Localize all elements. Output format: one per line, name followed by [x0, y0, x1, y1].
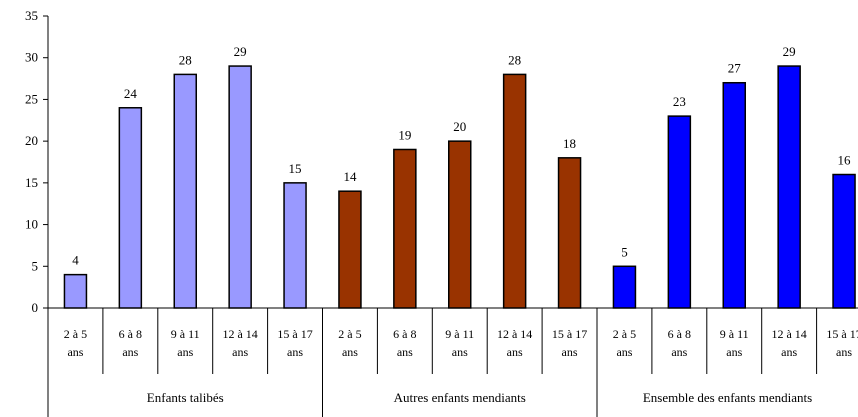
- category-label-line2: ans: [616, 345, 632, 359]
- y-tick-label: 0: [32, 300, 39, 315]
- bar-2-5: [557, 157, 582, 309]
- data-label: 29: [783, 44, 796, 59]
- category-label-line2: ans: [836, 345, 852, 359]
- category-label-line1: 12 à 14: [222, 327, 257, 341]
- category-label-line1: 6 à 8: [119, 327, 142, 341]
- bar-3-1: [612, 265, 637, 309]
- category-label-line1: 15 à 17: [277, 327, 312, 341]
- bar-3-5: [832, 173, 856, 309]
- bar-3-2: [667, 115, 692, 309]
- data-label: 16: [838, 153, 852, 168]
- bar-1-2: [118, 107, 143, 309]
- data-label: 24: [124, 86, 138, 101]
- bars: 4 24 28 29 15 14 19 20 28 18 5 23 27 29 16: [63, 44, 856, 309]
- data-label: 14: [343, 169, 357, 184]
- bar-2-1: [338, 190, 362, 309]
- category-label-line2: ans: [232, 345, 248, 359]
- group-label: Autres enfants mendiants: [394, 390, 526, 405]
- category-label-line1: 12 à 14: [497, 327, 532, 341]
- y-tick-label: 20: [25, 133, 38, 148]
- bar-2-4: [502, 73, 527, 309]
- category-label-line1: 9 à 11: [171, 327, 200, 341]
- bar-3-4: [777, 65, 801, 309]
- category-label-line2: ans: [397, 345, 413, 359]
- y-axis: 0 5 10 15 20 25 30 35: [25, 8, 49, 315]
- y-tick-label: 15: [25, 175, 38, 190]
- data-label: 28: [508, 52, 521, 67]
- data-label: 19: [398, 127, 411, 142]
- bar-1-1: [63, 273, 88, 309]
- category-label-line2: ans: [562, 345, 578, 359]
- category-label-line2: ans: [452, 345, 468, 359]
- y-tick-label: 5: [32, 258, 39, 273]
- group-label: Enfants talibés: [147, 390, 224, 405]
- category-label-line1: 6 à 8: [393, 327, 416, 341]
- category-label-line1: 9 à 11: [445, 327, 474, 341]
- category-label-line2: ans: [507, 345, 523, 359]
- data-label: 29: [234, 44, 247, 59]
- category-label-line1: 2 à 5: [338, 327, 361, 341]
- category-label-line1: 6 à 8: [668, 327, 691, 341]
- data-label: 23: [673, 94, 686, 109]
- data-label: 28: [179, 52, 192, 67]
- group-label: Ensemble des enfants mendiants: [643, 390, 812, 405]
- category-label-line2: ans: [177, 345, 193, 359]
- category-label-line1: 9 à 11: [720, 327, 749, 341]
- category-label-line1: 2 à 5: [64, 327, 87, 341]
- data-label: 4: [72, 253, 79, 268]
- category-label-line1: 12 à 14: [771, 327, 806, 341]
- category-label-line2: ans: [342, 345, 358, 359]
- category-label-line2: ans: [781, 345, 797, 359]
- bar-2-3: [448, 140, 472, 309]
- data-label: 18: [563, 136, 576, 151]
- bar-3-3: [722, 81, 746, 309]
- y-tick-label: 30: [25, 50, 38, 65]
- category-label-line1: 15 à 17: [826, 327, 858, 341]
- category-label-line2: ans: [287, 345, 303, 359]
- category-label-line2: ans: [726, 345, 742, 359]
- category-label-line2: ans: [122, 345, 138, 359]
- category-label-line1: 2 à 5: [613, 327, 636, 341]
- bar-1-3: [173, 73, 197, 309]
- y-tick-label: 25: [25, 91, 38, 106]
- category-label-line2: ans: [671, 345, 687, 359]
- category-label-line2: ans: [67, 345, 83, 359]
- bar-1-5: [283, 182, 307, 309]
- data-label: 5: [621, 244, 628, 259]
- category-label-line1: 15 à 17: [552, 327, 587, 341]
- x-axis: 2 à 5 ans 6 à 8 ans 9 à 11 ans 12 à 14 ans 15 à …: [47, 307, 858, 417]
- data-label: 27: [728, 61, 742, 76]
- data-label: 20: [453, 119, 466, 134]
- data-label: 15: [289, 161, 302, 176]
- bar-2-2: [393, 148, 417, 309]
- y-tick-label: 35: [25, 8, 38, 23]
- bar-1-4: [228, 65, 252, 309]
- y-tick-label: 10: [25, 217, 38, 232]
